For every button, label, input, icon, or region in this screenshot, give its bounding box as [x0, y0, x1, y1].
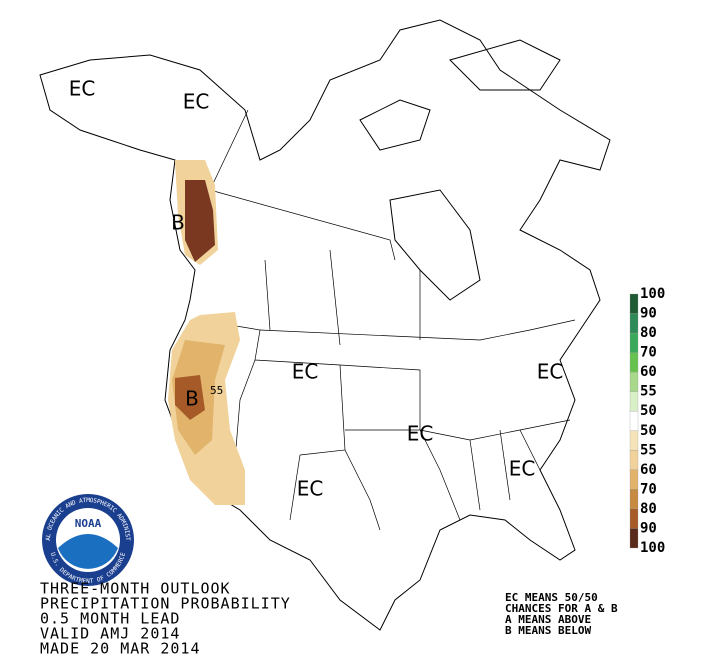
logo-name: NOAA [75, 517, 102, 530]
legend-label: 70 [640, 481, 657, 497]
noaa-logo: NATIONAL OCEANIC AND ATMOSPHERIC ADMINIS… [0, 0, 134, 586]
below-region-strong [175, 375, 205, 420]
title-line: THREE-MONTH OUTLOOK [40, 580, 231, 598]
legend-swatch [629, 430, 639, 451]
legend-swatch [629, 332, 639, 353]
map-label: EC [69, 77, 96, 101]
note-line: B MEANS BELOW [505, 624, 591, 637]
map-label: EC [537, 360, 564, 384]
legend-swatch [629, 411, 639, 431]
legend-label: 55 [640, 384, 657, 400]
map-label: EC [292, 360, 319, 384]
legend-swatch [629, 528, 639, 549]
title-line: 0.5 MONTH LEAD [40, 610, 180, 628]
note-line: EC MEANS 50/50 [505, 591, 598, 604]
legend-swatch [629, 489, 639, 510]
legend-swatch [629, 352, 639, 373]
legend-swatch [629, 372, 639, 392]
map-label: EC [407, 422, 434, 446]
legend-label: 80 [640, 325, 657, 341]
legend-label: 60 [640, 364, 657, 380]
legend-label: 90 [640, 306, 657, 322]
legend-swatch [629, 508, 639, 529]
legend-swatch [629, 293, 639, 314]
map-label: EC [297, 477, 324, 501]
legend-swatch [629, 450, 639, 470]
legend-label: 50 [640, 403, 657, 419]
coastlines [39, 19, 611, 631]
legend-label: 100 [640, 540, 665, 556]
legend-swatch [629, 313, 639, 334]
map-label: B [171, 211, 185, 235]
logo-wave [58, 534, 118, 569]
logo-ring-text: NATIONAL OCEANIC AND ATMOSPHERIC ADMINIS… [0, 0, 132, 541]
legend-label: 90 [640, 520, 657, 536]
legend: 100 90 80 70 60 55 50 50 55 60 70 80 90 100 [629, 286, 665, 556]
title-line: PRECIPITATION PROBABILITY [40, 595, 291, 613]
shading [168, 160, 245, 505]
map-label: B [185, 387, 199, 411]
legend-label: 50 [640, 423, 657, 439]
map-labels: EC EC B EC EC B 55 EC EC EC [69, 77, 564, 501]
note-line: A MEANS ABOVE [505, 613, 591, 626]
boundaries [199, 109, 576, 531]
islands-bay [359, 39, 561, 301]
contour-label: 55 [210, 384, 223, 397]
legend-swatch [629, 391, 639, 412]
map-label: EC [183, 90, 210, 114]
title-line: MADE 20 MAR 2014 [40, 640, 201, 658]
legend-swatch [629, 469, 639, 490]
legend-label: 80 [640, 501, 657, 517]
below-region-strong [185, 180, 215, 262]
legend-label: 70 [640, 345, 657, 361]
map-label: EC [509, 457, 536, 481]
title-line: VALID AMJ 2014 [40, 625, 180, 643]
logo-ring-text: NATIONAL OCEANIC AND ATMOSPHERIC ADMINIS… [0, 0, 132, 541]
legend-label: 100 [640, 286, 665, 302]
note-line: CHANCES FOR A & B [505, 602, 618, 615]
legend-label: 60 [640, 462, 657, 478]
continent-outline [39, 19, 611, 631]
legend-label: 55 [640, 442, 657, 458]
